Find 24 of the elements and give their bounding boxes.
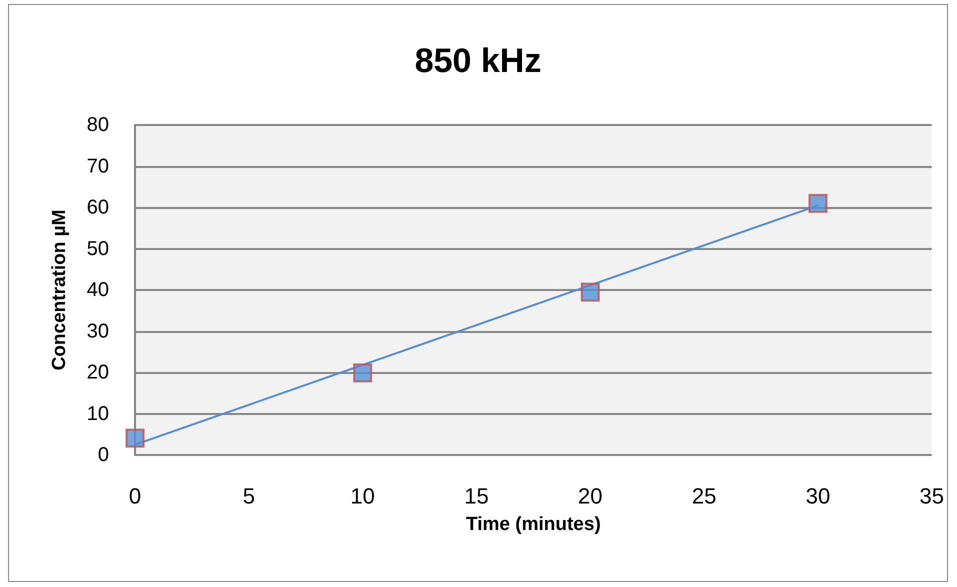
y-tick-label: 10 (86, 402, 109, 425)
x-tick-label: 5 (242, 484, 255, 508)
x-tick-label: 35 (920, 484, 944, 508)
y-tick-label: 70 (86, 155, 109, 178)
y-tick-label: 30 (86, 320, 109, 342)
point (353, 363, 372, 382)
x-tick-label: 20 (578, 484, 603, 508)
y-tick-label: 20 (86, 362, 109, 384)
y-tick-label: 0 (98, 444, 109, 466)
x-tick-label: 30 (806, 484, 830, 508)
y-tick-label: 40 (86, 279, 109, 301)
point (580, 282, 600, 302)
x-axis-title: Time (minutes) (466, 514, 601, 535)
x-tick-label: 10 (350, 484, 375, 508)
y-tick-label: 50 (86, 238, 109, 260)
y-axis-title: Concentration µM (49, 210, 70, 370)
point (126, 428, 144, 448)
y-tick-label: 80 (86, 114, 109, 136)
x-tick-label: 0 (128, 484, 142, 508)
x-tick-label: 15 (464, 484, 489, 508)
chart-title: 850 kHz (414, 42, 542, 80)
x-tick-label: 25 (692, 484, 716, 508)
y-tick-label: 60 (86, 196, 109, 218)
point (808, 194, 828, 213)
